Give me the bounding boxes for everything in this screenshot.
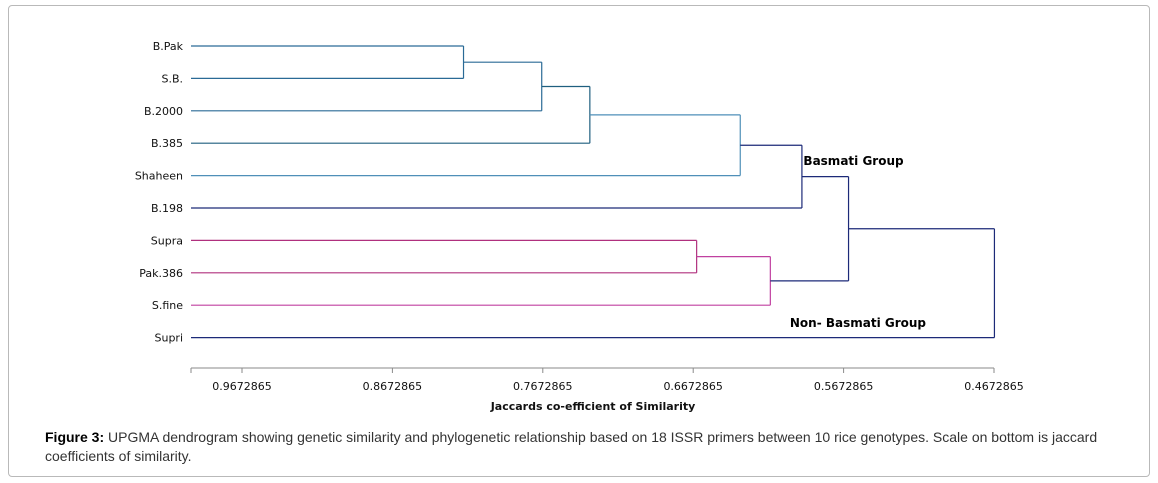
group-label: Non- Basmati Group xyxy=(790,316,927,330)
x-tick-labels: 0.9672865 0.8672865 0.7672865 0.6672865 0.56… xyxy=(212,380,1024,393)
dendrogram-links xyxy=(191,45,996,339)
figure-caption: Figure 3: UPGMA dendrogram showing genet… xyxy=(45,428,1125,466)
leaf-label: S.B. xyxy=(161,72,183,85)
leaf-label: B.2000 xyxy=(144,105,183,118)
x-axis-title: Jaccards co-efficient of Similarity xyxy=(490,400,696,413)
leaf-label: Pak.386 xyxy=(139,267,183,280)
caption-text: UPGMA dendrogram showing genetic similar… xyxy=(45,429,1098,464)
leaf-label: Shaheen xyxy=(135,170,183,183)
caption-label: Figure 3: xyxy=(45,429,105,445)
leaf-label: S.fine xyxy=(152,299,183,312)
dendrogram-chart: B.Pak S.B. B.2000 B.385 Shaheen B.198 Supra Pak… xyxy=(135,40,1024,413)
x-tick-label: 0.4672865 xyxy=(964,380,1024,393)
leaf-label: B.385 xyxy=(151,137,183,150)
leaf-label: B.198 xyxy=(151,202,183,215)
x-axis xyxy=(190,367,995,373)
leaf-labels: B.Pak S.B. B.2000 B.385 Shaheen B.198 Supra Pak… xyxy=(135,40,184,345)
figure-frame xyxy=(8,5,1150,477)
group-label: Basmati Group xyxy=(803,154,904,168)
leaf-label: Supri xyxy=(154,332,183,345)
leaf-label: B.Pak xyxy=(153,40,184,53)
x-tick-label: 0.8672865 xyxy=(363,380,423,393)
leaf-label: Supra xyxy=(151,234,183,247)
x-tick-label: 0.5672865 xyxy=(814,380,874,393)
x-tick-label: 0.6672865 xyxy=(663,380,723,393)
group-annotations: Basmati Group Non- Basmati Group xyxy=(790,154,927,330)
x-tick-label: 0.7672865 xyxy=(513,380,573,393)
x-tick-label: 0.9672865 xyxy=(212,380,272,393)
